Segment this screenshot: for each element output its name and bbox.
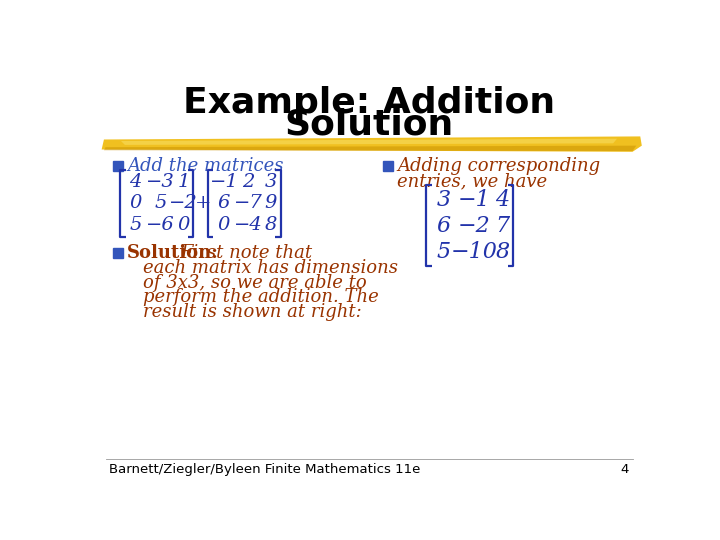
Text: 4: 4 [620, 463, 629, 476]
Text: First note that: First note that [180, 245, 312, 262]
Text: −6: −6 [146, 216, 175, 234]
Text: −3: −3 [146, 173, 175, 191]
Text: 9: 9 [264, 194, 276, 212]
Text: 5: 5 [154, 194, 167, 212]
Text: of 3x3, so we are able to: of 3x3, so we are able to [143, 274, 366, 292]
Polygon shape [121, 139, 617, 145]
Text: Solution:: Solution: [127, 245, 219, 262]
Text: 4: 4 [495, 188, 509, 211]
Text: −2: −2 [457, 215, 490, 237]
Text: +: + [195, 194, 212, 212]
Text: Add the matrices: Add the matrices [127, 158, 284, 176]
Text: −1: −1 [210, 173, 238, 191]
Text: Solution: Solution [284, 107, 454, 141]
Text: 3: 3 [436, 188, 451, 211]
Text: 0: 0 [178, 216, 190, 234]
Text: −2: −2 [169, 194, 198, 212]
Text: −10: −10 [450, 241, 497, 263]
Text: 6: 6 [218, 194, 230, 212]
Text: −4: −4 [234, 216, 263, 234]
Text: 0: 0 [218, 216, 230, 234]
Text: Barnett/Ziegler/Byleen Finite Mathematics 11e: Barnett/Ziegler/Byleen Finite Mathematic… [109, 463, 420, 476]
Text: 2: 2 [242, 173, 254, 191]
Polygon shape [104, 146, 636, 151]
Text: −1: −1 [457, 188, 490, 211]
Text: 5: 5 [130, 216, 142, 234]
Text: result is shown at right:: result is shown at right: [143, 303, 361, 321]
Text: Adding corresponding: Adding corresponding [397, 158, 600, 176]
Text: perform the addition. The: perform the addition. The [143, 288, 379, 306]
Text: 4: 4 [130, 173, 142, 191]
Text: 7: 7 [495, 215, 509, 237]
Polygon shape [102, 137, 642, 152]
Text: Example: Addition: Example: Addition [183, 86, 555, 120]
Text: 8: 8 [495, 241, 509, 263]
Text: entries, we have: entries, we have [397, 173, 547, 191]
Text: 0: 0 [130, 194, 142, 212]
Text: −7: −7 [234, 194, 263, 212]
Text: 3: 3 [264, 173, 276, 191]
Text: 6: 6 [436, 215, 451, 237]
Text: each matrix has dimensions: each matrix has dimensions [143, 259, 397, 277]
Text: 8: 8 [264, 216, 276, 234]
Text: 5: 5 [436, 241, 451, 263]
Text: 1: 1 [178, 173, 190, 191]
